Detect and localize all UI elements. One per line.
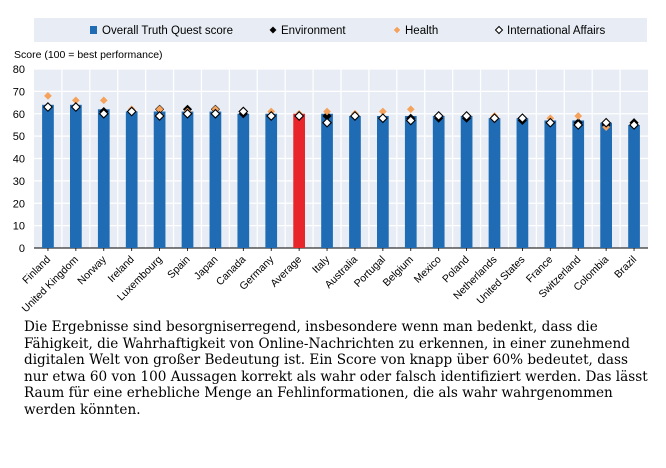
bar-overall-score [70, 104, 82, 248]
y-tick-label: 70 [13, 86, 25, 98]
legend-label: Environment [281, 25, 346, 37]
legend-label: International Affairs [507, 25, 605, 37]
x-tick-label: Portugal [352, 254, 388, 290]
bar-chart: Overall Truth Quest score Environment Heal… [13, 18, 648, 315]
bar-overall-score [181, 111, 194, 248]
bar-overall-score [265, 113, 278, 248]
bar-overall-score [460, 115, 473, 248]
marker-international-affairs [210, 108, 221, 119]
x-tick-label: Norway [75, 253, 109, 287]
bar-overall-score [237, 113, 250, 248]
marker-international-affairs [238, 106, 249, 117]
bar-overall-score [293, 113, 305, 248]
bar-overall-score [432, 115, 445, 248]
y-tick-label: 80 [13, 64, 25, 76]
y-tick-label: 20 [13, 198, 25, 210]
bar-overall-score [404, 115, 417, 248]
y-tick-label: 60 [13, 109, 25, 121]
bar-overall-score [600, 122, 612, 248]
bar-overall-score [488, 118, 501, 248]
marker-international-affairs [433, 111, 444, 121]
marker-international-affairs [545, 117, 556, 128]
x-tick-label: Italy [310, 253, 333, 276]
legend-swatch-diamond [269, 26, 277, 34]
bar-overall-score [125, 111, 138, 248]
legend-background [34, 18, 647, 42]
bar-overall-score [377, 115, 389, 248]
marker-international-affairs [70, 102, 81, 113]
chart-legend: Overall Truth Quest score Environment Heal… [34, 18, 647, 42]
marker-international-affairs [349, 111, 360, 121]
bar-overall-score [349, 115, 361, 248]
marker-international-affairs [573, 119, 584, 130]
bar-overall-score [628, 124, 640, 248]
legend-swatch-bar [90, 26, 97, 34]
marker-health [406, 105, 415, 114]
y-tick-label: 0 [19, 243, 25, 255]
y-axis-label: Score (100 = best performance) [14, 49, 163, 61]
marker-health [44, 91, 52, 100]
x-tick-label: Mexico [412, 254, 444, 286]
marker-international-affairs [126, 106, 137, 117]
legend-swatch-health [393, 26, 401, 34]
legend-label: Health [405, 25, 438, 37]
marker-health [99, 96, 108, 105]
marker-international-affairs [461, 111, 472, 121]
caption-paragraph: Die Ergebnisse sind besorgniserregend, i… [24, 319, 648, 418]
bar-overall-score [97, 109, 110, 249]
marker-international-affairs [154, 111, 165, 121]
bar-overall-score [42, 104, 54, 248]
marker-health [323, 107, 331, 116]
y-tick-label: 40 [13, 154, 25, 166]
bar-overall-score [153, 111, 166, 248]
y-tick-label: 50 [13, 131, 25, 143]
marker-international-affairs [489, 113, 500, 124]
bar-overall-score [209, 111, 222, 248]
legend-swatch-open-diamond [494, 25, 504, 35]
marker-international-affairs [601, 117, 612, 128]
y-tick-label: 30 [13, 176, 25, 188]
bar-overall-score [544, 120, 557, 248]
x-tick-label: Average [268, 254, 304, 290]
bar-overall-score [516, 118, 529, 248]
marker-international-affairs [42, 102, 53, 113]
bar-overall-score [321, 113, 333, 248]
marker-international-affairs [629, 119, 640, 130]
y-tick-label: 10 [13, 221, 25, 233]
marker-health [574, 112, 583, 120]
legend-label: Overall Truth Quest score [102, 25, 233, 37]
bar-overall-score [572, 120, 585, 248]
x-tick-label: Belgium [381, 253, 416, 288]
x-tick-label: Brazil [612, 254, 639, 281]
marker-international-affairs [517, 113, 528, 124]
x-tick-label: Spain [165, 254, 193, 282]
marker-international-affairs [377, 113, 388, 124]
marker-international-affairs [182, 108, 193, 119]
marker-international-affairs [405, 115, 416, 126]
marker-international-affairs [294, 111, 305, 121]
marker-international-affairs [98, 108, 109, 119]
marker-international-affairs [322, 117, 333, 128]
marker-international-affairs [266, 111, 277, 121]
